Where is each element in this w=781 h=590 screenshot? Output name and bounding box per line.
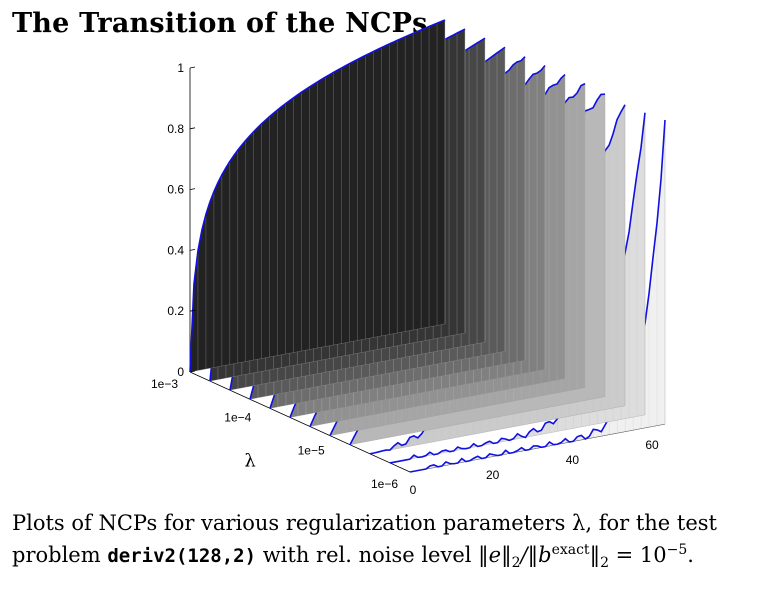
caption-line-2: problem deriv2(128,2) with rel. noise le… — [12, 539, 777, 574]
caption-prefix: problem — [12, 543, 108, 567]
z-tick-label: 0.4 — [167, 243, 184, 257]
z-tick-label: 1 — [177, 61, 184, 75]
z-tick-label: 0 — [177, 365, 184, 379]
z-tick-mark — [189, 127, 196, 130]
caption-sub2: 2 — [600, 555, 609, 571]
z-tick-mark — [189, 188, 196, 190]
lambda-tick-label: 1e−4 — [224, 410, 251, 424]
z-tick-mark — [189, 66, 196, 69]
z-tick-mark — [189, 370, 196, 373]
tick-labels: 0 0.2 0.4 0.6 0.8 1 1e−3 1e−4 1e−5 1e−6 λ 0 20 40 60 — [151, 61, 659, 497]
caption-line-1: Plots of NCPs for various regularization… — [12, 511, 717, 535]
caption-exp: −5 — [666, 542, 688, 558]
ncp-surface-plot: 0 0.2 0.4 0.6 0.8 1 1e−3 1e−4 1e−5 1e−6 λ 0 20 40 60 — [151, 19, 666, 497]
caption-mid: with rel. noise level — [256, 543, 479, 567]
lambda-tick-label: 1e−5 — [298, 444, 325, 458]
caption-norm: ‖e‖ — [478, 543, 512, 567]
ncp-slices — [189, 19, 666, 473]
lambda-axis-line — [189, 371, 411, 473]
figure-caption: Plots of NCPs for various regularization… — [12, 507, 777, 574]
caption-norm-end: ‖ — [589, 543, 601, 567]
z-tick-label: 0.6 — [167, 183, 184, 197]
x-tick-label: 0 — [410, 483, 417, 497]
page-title: The Transition of the NCPs — [12, 8, 428, 39]
lambda-axis-label: λ — [244, 450, 255, 471]
x-tick-label: 40 — [566, 453, 580, 467]
caption-eq: = 10 — [608, 543, 667, 567]
z-tick-label: 0.2 — [167, 304, 184, 318]
caption-code: deriv2(128,2) — [107, 545, 257, 567]
lambda-tick-label: 1e−3 — [151, 377, 178, 391]
lambda-tick-label: 1e−6 — [371, 477, 398, 491]
caption-slash: /‖b — [520, 543, 552, 567]
z-tick-mark — [189, 309, 196, 312]
z-tick-label: 0.8 — [167, 122, 184, 136]
z-tick-mark — [189, 249, 196, 251]
ncp-curve — [189, 19, 446, 373]
caption-sup-exact: exact — [551, 542, 590, 558]
x-tick-label: 60 — [645, 438, 659, 452]
x-tick-label: 20 — [486, 468, 500, 482]
caption-sub1: 2 — [511, 555, 521, 571]
caption-period: . — [687, 543, 694, 567]
